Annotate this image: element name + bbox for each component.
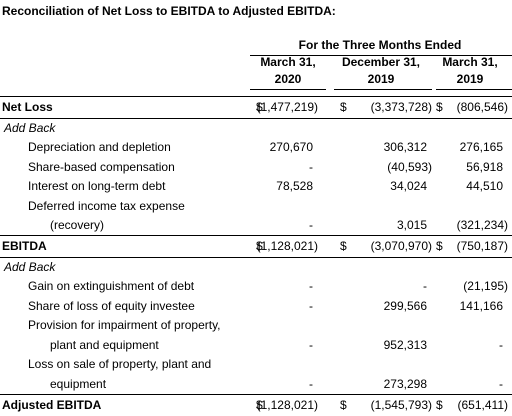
rule <box>250 89 326 90</box>
row-label: Share of loss of equity investee <box>28 298 195 313</box>
amount: 78,528 <box>276 179 313 194</box>
amount: 273,298 <box>383 376 427 391</box>
currency: $ <box>256 100 263 114</box>
column-header: 2020 <box>274 72 302 86</box>
row-label: EBITDA <box>2 239 47 253</box>
amount: (21,195) <box>463 279 508 294</box>
amount: (651,411) <box>457 397 508 412</box>
amount: 44,510 <box>466 179 503 194</box>
amount: 299,566 <box>383 298 427 313</box>
column-header: 2019 <box>367 72 395 86</box>
amount: (1,545,793) <box>370 397 432 412</box>
row-label: Net Loss <box>2 100 53 114</box>
amount: - <box>309 218 313 233</box>
rule <box>436 89 512 90</box>
amount: (3,373,728) <box>370 100 432 114</box>
amount: 306,312 <box>383 140 427 155</box>
amount: 270,670 <box>269 140 313 155</box>
amount: (1,477,219) <box>256 100 318 114</box>
amount: - <box>309 376 313 391</box>
amount: - <box>309 279 313 294</box>
section-label: Add Back <box>4 120 56 135</box>
amount: (806,546) <box>456 100 508 114</box>
column-header: December 31, <box>341 55 421 69</box>
currency: $ <box>436 100 443 114</box>
amount: (3,070,970) <box>370 239 432 253</box>
period-header: For the Three Months Ended <box>298 38 462 52</box>
row-label: Adjusted EBITDA <box>2 397 102 412</box>
rule <box>0 118 512 119</box>
row-label: Interest on long-term debt <box>28 179 166 194</box>
amount: 34,024 <box>390 179 427 194</box>
rule <box>334 89 432 90</box>
amount: - <box>423 279 427 294</box>
amount: 276,165 <box>459 140 503 155</box>
amount: 56,918 <box>466 159 503 174</box>
row-label: Depreciation and depletion <box>28 140 171 155</box>
amount: - <box>499 376 503 391</box>
currency: $ <box>436 397 443 412</box>
row-label: Deferred income tax expense <box>28 198 185 213</box>
amount: (750,187) <box>456 239 508 253</box>
rule <box>0 96 512 97</box>
row-label: Provision for impairment of property, <box>28 318 221 333</box>
row-label: Gain on extinguishment of debt <box>28 279 195 294</box>
amount: - <box>309 159 313 174</box>
row-label: Loss on sale of property, plant and <box>28 357 212 372</box>
row-label: plant and equipment <box>50 337 159 352</box>
row-label: equipment <box>50 376 107 391</box>
rule <box>0 393 512 395</box>
row-label: (recovery) <box>50 218 105 233</box>
amount: - <box>499 337 503 352</box>
row-label: Share-based compensation <box>28 159 175 174</box>
currency: $ <box>256 239 263 253</box>
column-header: March 31, <box>442 55 498 69</box>
amount: - <box>309 298 313 313</box>
amount: (40,593) <box>387 159 432 174</box>
amount: 3,015 <box>396 218 427 233</box>
currency: $ <box>340 100 347 114</box>
amount: (1,128,021) <box>256 239 318 253</box>
rule <box>250 55 512 56</box>
amount: (1,128,021) <box>256 397 318 412</box>
rule <box>0 235 512 236</box>
currency: $ <box>340 397 347 412</box>
currency: $ <box>256 397 263 412</box>
column-header: March 31, <box>260 55 316 69</box>
rule <box>0 257 512 258</box>
amount: (321,234) <box>456 218 508 233</box>
amount: 141,166 <box>459 298 503 313</box>
column-header: 2019 <box>456 72 484 86</box>
currency: $ <box>340 239 347 253</box>
title: Reconciliation of Net Loss to EBITDA to … <box>2 4 336 18</box>
currency: $ <box>436 239 443 253</box>
amount: 952,313 <box>383 337 427 352</box>
section-label: Add Back <box>4 259 56 274</box>
amount: - <box>309 337 313 352</box>
